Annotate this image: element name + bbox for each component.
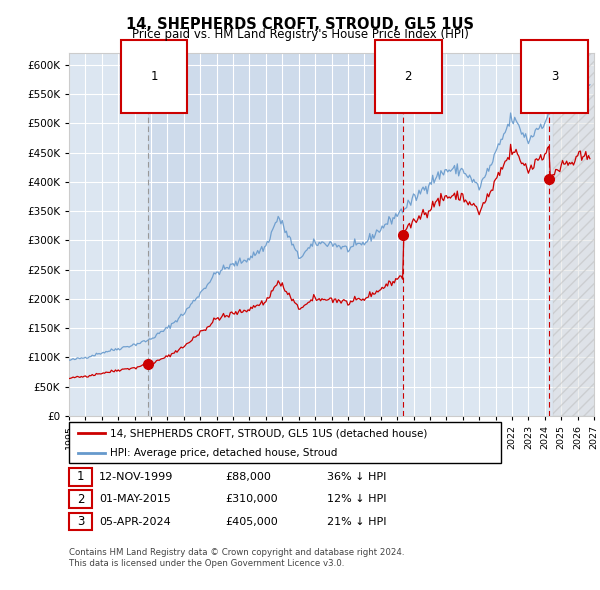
Text: 01-MAY-2015: 01-MAY-2015: [99, 494, 171, 504]
Text: 21% ↓ HPI: 21% ↓ HPI: [327, 517, 386, 526]
Text: 1: 1: [77, 470, 84, 483]
Text: HPI: Average price, detached house, Stroud: HPI: Average price, detached house, Stro…: [110, 448, 337, 458]
Text: 12% ↓ HPI: 12% ↓ HPI: [327, 494, 386, 504]
Text: £310,000: £310,000: [225, 494, 278, 504]
Text: This data is licensed under the Open Government Licence v3.0.: This data is licensed under the Open Gov…: [69, 559, 344, 568]
Text: £405,000: £405,000: [225, 517, 278, 526]
Text: 2: 2: [404, 70, 412, 83]
Text: 3: 3: [77, 515, 84, 528]
Text: 36% ↓ HPI: 36% ↓ HPI: [327, 472, 386, 481]
Text: 12-NOV-1999: 12-NOV-1999: [99, 472, 173, 481]
Text: 05-APR-2024: 05-APR-2024: [99, 517, 171, 526]
Text: 14, SHEPHERDS CROFT, STROUD, GL5 1US (detached house): 14, SHEPHERDS CROFT, STROUD, GL5 1US (de…: [110, 428, 427, 438]
Text: Price paid vs. HM Land Registry's House Price Index (HPI): Price paid vs. HM Land Registry's House …: [131, 28, 469, 41]
Text: 14, SHEPHERDS CROFT, STROUD, GL5 1US: 14, SHEPHERDS CROFT, STROUD, GL5 1US: [126, 17, 474, 31]
Text: 2: 2: [77, 493, 84, 506]
Bar: [148, 53, 403, 416]
Text: 1: 1: [150, 70, 158, 83]
Text: Contains HM Land Registry data © Crown copyright and database right 2024.: Contains HM Land Registry data © Crown c…: [69, 548, 404, 558]
Text: 3: 3: [551, 70, 559, 83]
Text: £88,000: £88,000: [225, 472, 271, 481]
